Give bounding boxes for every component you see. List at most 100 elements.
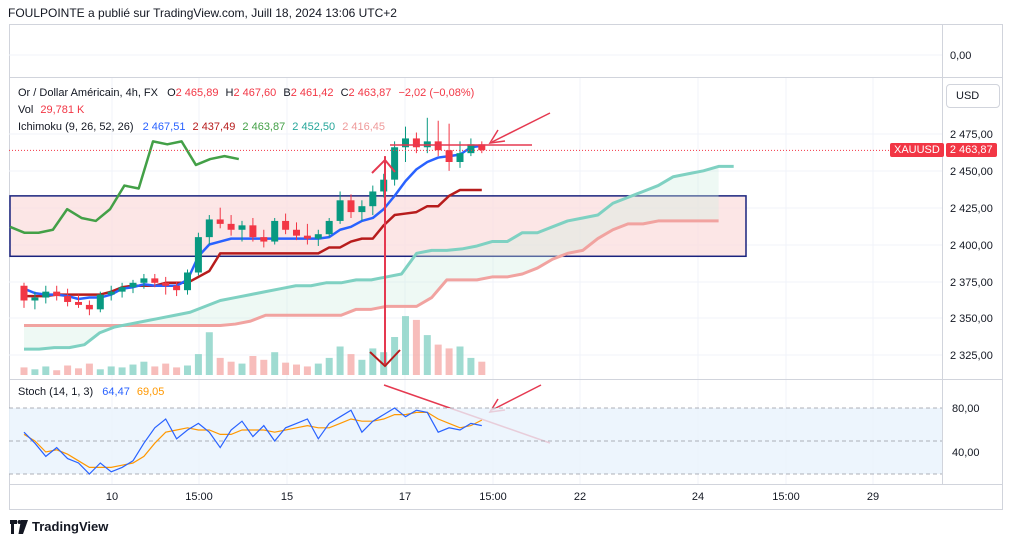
tradingview-logo-icon <box>10 519 28 534</box>
stoch-axis-label: 80,00 <box>952 403 980 415</box>
legend-change: −2,02 (−0,08%) <box>398 87 475 99</box>
stoch-axis: 80,00 40,00 <box>952 403 980 459</box>
cloud-fill <box>24 166 719 350</box>
price-axis-label: 0,00 <box>950 50 971 62</box>
candle-body <box>260 237 268 242</box>
volume-bar <box>238 363 246 375</box>
annotation-arrow-lower <box>491 384 542 411</box>
legend-h-label: H <box>225 87 234 99</box>
candle-body <box>402 138 409 148</box>
volume-bars <box>20 316 486 375</box>
legend-ichimoku-label: Ichimoku (9, 26, 52, 26) <box>18 121 134 133</box>
legend-vol-value: 29,781 K <box>40 104 85 116</box>
time-axis-label: 29 <box>867 491 879 503</box>
volume-bar <box>162 363 170 375</box>
annotation-up-arrow-head <box>371 158 396 174</box>
candle-body <box>369 191 377 207</box>
price-axis-label: 2 325,00 <box>950 350 993 362</box>
candle-body <box>216 219 224 224</box>
volume-bar <box>64 365 72 375</box>
candle-body <box>478 144 486 151</box>
volume-bar <box>20 367 28 375</box>
time-axis-label: 24 <box>692 491 704 503</box>
volume-bar <box>336 346 344 375</box>
volume-bar <box>325 357 333 375</box>
stoch-axis-label: 40,00 <box>952 447 980 459</box>
candle-body <box>96 294 104 310</box>
candle-body <box>107 291 115 295</box>
candle-body <box>64 296 72 302</box>
volume-bar <box>260 359 268 375</box>
candle-body <box>303 235 311 239</box>
volume-bar <box>412 319 420 375</box>
legend-b-label: B <box>283 87 291 99</box>
stochastic-pane <box>9 407 942 475</box>
candle-body <box>20 285 28 301</box>
candle-body <box>118 287 126 292</box>
legend-ichimoku: Ichimoku (9, 26, 52, 26) 2 467,51 2 437,… <box>18 121 385 133</box>
candle-body <box>445 150 453 162</box>
volume-bar <box>445 348 453 375</box>
stoch-d-line <box>23 411 483 468</box>
candle-body <box>75 301 82 305</box>
legend-ichimoku-spana: 2 452,50 <box>292 121 336 133</box>
price-axis-label: 2 450,00 <box>950 166 993 178</box>
candle-body <box>314 234 322 239</box>
candle-body <box>347 200 355 213</box>
volume-bar <box>85 363 93 375</box>
time-axis-label: 22 <box>574 491 586 503</box>
volume-bar <box>140 361 148 375</box>
legend-main: Or / Dollar Américain, 4h, FX O2 465,89 … <box>18 87 474 99</box>
volume-bar <box>107 366 115 375</box>
volume-bar <box>358 359 366 375</box>
volume-bar <box>478 361 486 375</box>
volume-bar <box>282 362 290 375</box>
ichimoku-span-b-line <box>24 219 719 328</box>
time-axis-label: 15 <box>281 491 293 503</box>
volume-bar <box>31 369 39 375</box>
price-axis-label: 2 400,00 <box>950 240 993 252</box>
candle-body <box>249 225 257 238</box>
volume-bar <box>423 335 431 375</box>
time-axis-label: 15:00 <box>479 491 507 503</box>
volume-bar <box>129 364 137 375</box>
legend-vol-label: Vol <box>18 104 34 116</box>
volume-bar <box>369 348 377 375</box>
time-axis-label: 15:00 <box>185 491 213 503</box>
candle-body <box>434 141 442 151</box>
last-price-tag: XAUUSD 2 463,87 <box>890 143 997 160</box>
volume-bar <box>205 332 213 375</box>
legend-c-label: C <box>340 87 349 99</box>
candle-body <box>325 220 333 235</box>
legend-stoch-label: Stoch (14, 1, 3) <box>18 386 94 398</box>
tradingview-brand[interactable]: TradingView <box>10 519 108 534</box>
candle-body <box>129 282 137 288</box>
candle-body <box>282 220 290 230</box>
time-axis-label: 15:00 <box>772 491 800 503</box>
candle-body <box>151 278 159 283</box>
volume-bar <box>293 364 300 375</box>
candle-body <box>205 219 213 238</box>
ichimoku-cloud <box>24 164 734 351</box>
ichimoku-span-a-line <box>24 164 734 351</box>
candle-body <box>42 291 50 298</box>
volume-bar <box>96 369 104 375</box>
currency-button[interactable]: USD <box>946 84 1000 108</box>
legend-b-value: 2 461,42 <box>290 87 334 99</box>
volume-bar <box>347 354 355 375</box>
price-tag-value: 2 463,87 <box>945 143 997 157</box>
volume-bar <box>194 354 202 375</box>
legend-stoch-d: 69,05 <box>136 386 165 398</box>
volume-bar <box>53 370 61 375</box>
candle-body <box>358 206 366 213</box>
legend-stoch-k: 64,47 <box>102 386 130 398</box>
price-tag-symbol: XAUUSD <box>890 143 944 157</box>
price-axis-label: 2 350,00 <box>950 313 993 325</box>
legend-h-value: 2 467,60 <box>233 87 277 99</box>
volume-bar <box>184 365 191 375</box>
price-axis-label: 2 475,00 <box>950 129 993 141</box>
time-axis-label: 10 <box>106 491 118 503</box>
volume-bar <box>303 366 311 375</box>
volume-bar <box>118 367 126 375</box>
